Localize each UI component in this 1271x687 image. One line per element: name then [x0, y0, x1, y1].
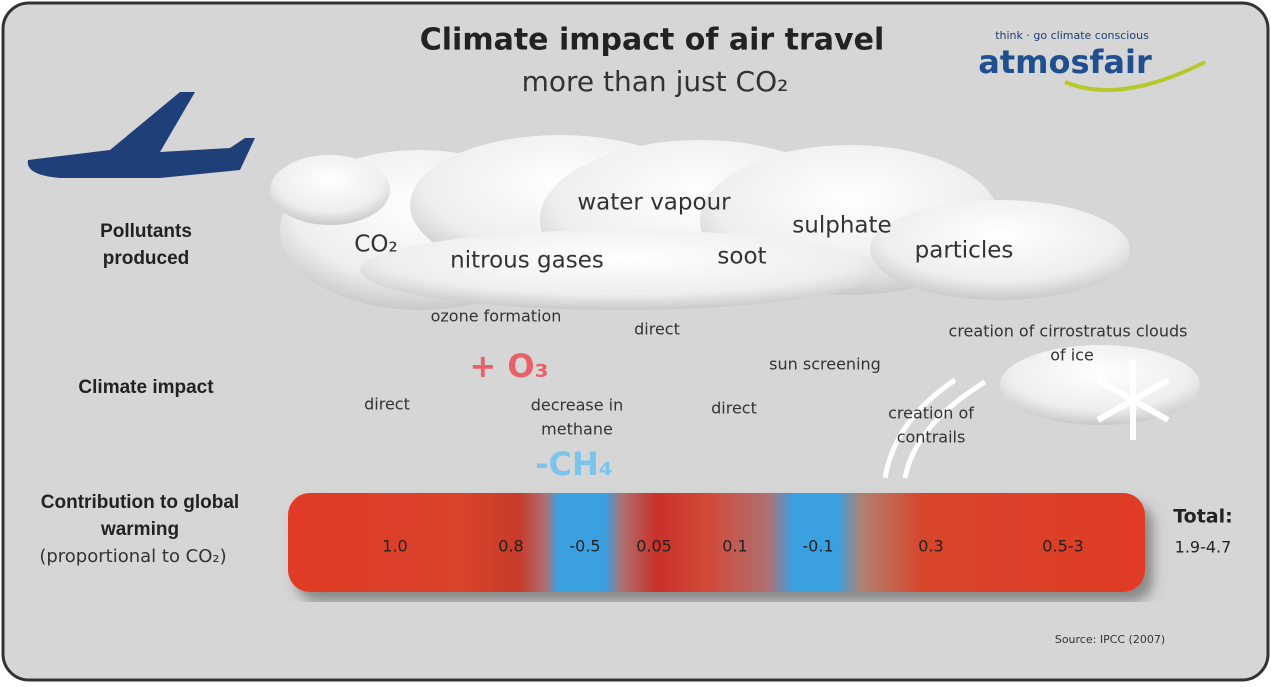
contribution-value: 0.8 — [498, 537, 523, 556]
source: Source: IPCC (2007) — [1055, 633, 1165, 646]
impact: direct — [364, 395, 410, 414]
contribution-value: -0.1 — [802, 537, 833, 556]
impact: of ice — [1050, 346, 1094, 365]
subtitle: more than just CO₂ — [522, 65, 789, 98]
impact: creation of cirrostratus clouds — [949, 322, 1188, 341]
contrail-lines — [882, 377, 987, 479]
row-label: warming — [100, 519, 179, 540]
pollutant: soot — [717, 244, 766, 270]
methane-symbol: -CH₄ — [535, 445, 613, 483]
contribution-bar — [288, 493, 1145, 592]
impact: direct — [711, 399, 757, 418]
contribution-value: 1.0 — [382, 537, 407, 556]
row-label: Climate impact — [78, 377, 214, 398]
impact: methane — [541, 420, 613, 439]
logo-swoosh — [1064, 60, 1206, 92]
impact: direct — [634, 320, 680, 339]
pollutant: CO₂ — [354, 232, 397, 258]
pollutant: sulphate — [792, 213, 891, 239]
total-value: 1.9-4.7 — [1175, 538, 1232, 557]
impact: ozone formation — [431, 307, 562, 326]
snowflake — [1096, 360, 1170, 440]
title: Climate impact of air travel — [420, 23, 885, 58]
ozone-symbol: + O₃ — [469, 347, 548, 385]
pollutant: particles — [915, 238, 1014, 264]
impact: creation of — [888, 404, 974, 423]
contribution-value: 0.5-3 — [1042, 537, 1083, 556]
contribution-value: 0.1 — [722, 537, 747, 556]
logo-tagline: think · go climate conscious — [995, 29, 1149, 42]
pollutant: water vapour — [577, 190, 731, 216]
row-label: Pollutants — [100, 221, 192, 242]
row-label: Contribution to global — [41, 492, 239, 513]
impact: sun screening — [769, 355, 881, 374]
total-label: Total: — [1173, 506, 1233, 528]
impact: contrails — [897, 428, 966, 447]
contribution-value: 0.05 — [636, 537, 672, 556]
impact: decrease in — [531, 396, 624, 415]
pollutant: nitrous gases — [450, 248, 604, 274]
contribution-value: 0.3 — [918, 537, 943, 556]
logo-name: atmosfair — [978, 43, 1152, 81]
row-label: produced — [103, 248, 190, 269]
airplane — [27, 92, 256, 178]
cloud — [270, 135, 1200, 425]
contribution-value: -0.5 — [569, 537, 600, 556]
row-note: (proportional to CO₂) — [39, 546, 226, 567]
